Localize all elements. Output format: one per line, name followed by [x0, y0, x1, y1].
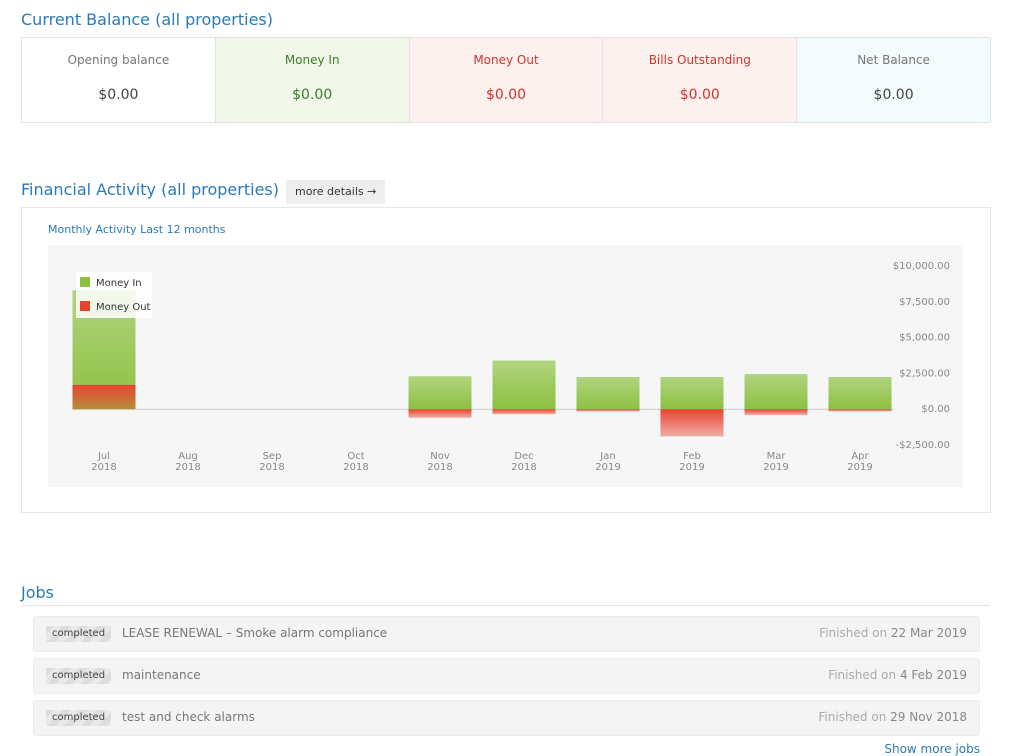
bar	[744, 409, 808, 415]
more-details-button[interactable]: more details →	[286, 180, 386, 204]
legend-label: Money In	[96, 278, 142, 289]
job-finished: Finished on 4 Feb 2019	[828, 668, 967, 682]
x-tick-label: Jan 2019	[595, 451, 621, 473]
cell-label: Bills Outstanding	[648, 53, 751, 67]
jobs-title: Jobs	[21, 583, 54, 602]
cell-label: Money Out	[473, 53, 539, 67]
finished-label: Finished on	[828, 668, 897, 682]
x-tick-label: Dec 2018	[511, 451, 537, 473]
status-badge: completed	[46, 626, 112, 642]
finished-date: 22 Mar 2019	[890, 626, 967, 640]
bar	[660, 409, 724, 437]
legend-label: Money Out	[96, 302, 151, 313]
bar	[492, 409, 556, 415]
status-badge: completed	[46, 710, 112, 726]
x-tick-label: Nov 2018	[427, 451, 453, 473]
balance-cell: Money Out $0.00	[409, 38, 604, 122]
job-row[interactable]: completed LEASE RENEWAL – Smoke alarm com…	[33, 616, 980, 652]
bar	[72, 384, 136, 410]
cell-label: Money In	[284, 53, 340, 67]
activity-title: Financial Activity (all properties)	[21, 180, 279, 199]
cell-value: $0.00	[873, 87, 914, 103]
chart-panel	[21, 207, 991, 513]
divider	[21, 605, 990, 606]
bar	[828, 409, 892, 412]
finished-label: Finished on	[818, 710, 887, 724]
bar	[828, 376, 892, 410]
bar	[744, 374, 808, 410]
x-tick-label: Apr 2019	[847, 451, 873, 473]
y-tick-label: $2,500.00	[899, 368, 950, 379]
finished-date: 29 Nov 2018	[890, 710, 967, 724]
job-title: maintenance	[122, 668, 201, 682]
y-tick-label: $5,000.00	[899, 333, 950, 344]
finished-label: Finished on	[819, 626, 888, 640]
y-tick-label: $7,500.00	[899, 297, 950, 308]
cell-label: Net Balance	[857, 53, 930, 67]
balance-cell: Bills Outstanding $0.00	[603, 38, 798, 122]
y-tick-label: -$2,500.00	[895, 440, 950, 451]
job-title: LEASE RENEWAL – Smoke alarm compliance	[122, 626, 388, 640]
job-row[interactable]: completed maintenance Finished on 4 Feb 20…	[33, 658, 980, 694]
cell-value: $0.00	[98, 87, 139, 103]
bar	[576, 409, 640, 412]
x-tick-label: Oct 2018	[343, 451, 369, 473]
chart-title: Monthly Activity Last 12 months	[48, 223, 226, 236]
x-tick-label: Mar 2019	[763, 451, 789, 473]
x-tick-label: Feb 2019	[679, 451, 705, 473]
chart: -$2,500.00 $0.00 $2,500.00 $5,000.00 $7,500.…	[48, 245, 963, 487]
cell-value: $0.00	[679, 87, 720, 103]
x-tick-label: Aug 2018	[175, 451, 201, 473]
bar	[492, 360, 556, 410]
job-row[interactable]: completed test and check alarms Finished o…	[33, 700, 980, 736]
job-finished: Finished on 29 Nov 2018	[818, 710, 967, 724]
cell-value: $0.00	[485, 87, 527, 103]
legend-swatch	[80, 277, 90, 287]
bar	[408, 409, 472, 418]
bar	[576, 376, 640, 410]
balance-cell: Money In $0.00	[215, 38, 410, 122]
finished-date: 4 Feb 2019	[899, 668, 967, 682]
cell-value: $0.00	[292, 87, 333, 103]
chart-svg: -$2,500.00 $0.00 $2,500.00 $5,000.00 $7,500.…	[72, 261, 953, 451]
cell-label: Opening balance	[67, 53, 170, 67]
job-finished: Finished on 22 Mar 2019	[819, 626, 967, 640]
y-tick-label: $10,000.00	[893, 261, 950, 272]
bar	[660, 376, 724, 410]
status-badge: completed	[46, 668, 112, 684]
balance-cell: Net Balance $0.00	[797, 38, 990, 122]
balance-cell: Opening balance $0.00	[22, 38, 216, 122]
job-title: test and check alarms	[122, 710, 255, 724]
x-tick-label: Jul 2018	[91, 451, 117, 473]
bar	[408, 376, 472, 410]
balance-title: Current Balance (all properties)	[21, 10, 273, 29]
balance-table: Opening balance $0.00 Money In $0.00 Money…	[21, 37, 991, 123]
y-tick-label: $0.00	[921, 404, 950, 415]
x-tick-label: Sep 2018	[259, 451, 285, 473]
show-more-link[interactable]: Show more jobs	[884, 742, 980, 756]
legend-swatch	[80, 301, 90, 311]
